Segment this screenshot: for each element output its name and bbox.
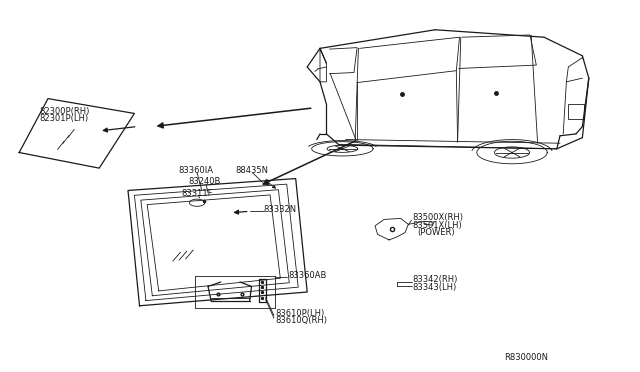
Text: 83360IA: 83360IA [178, 166, 213, 175]
Text: 83360AB: 83360AB [288, 271, 326, 280]
Text: 88435N: 88435N [236, 166, 269, 175]
Text: 82301P(LH): 82301P(LH) [40, 114, 89, 123]
Text: R830000N: R830000N [504, 353, 548, 362]
Text: 83500X(RH): 83500X(RH) [413, 213, 464, 222]
Text: 83610P(LH): 83610P(LH) [275, 309, 324, 318]
Text: (POWER): (POWER) [417, 228, 455, 237]
Text: 82300P(RH): 82300P(RH) [40, 107, 90, 116]
Text: 83501X(LH): 83501X(LH) [413, 221, 463, 230]
Text: 83343(LH): 83343(LH) [413, 283, 457, 292]
Bar [568, 104, 584, 119]
Text: 83311F: 83311F [181, 189, 212, 198]
Text: 83332N: 83332N [264, 205, 297, 214]
Text: 83240B: 83240B [189, 177, 221, 186]
Text: 83610Q(RH): 83610Q(RH) [275, 316, 327, 325]
Text: 83342(RH): 83342(RH) [413, 275, 458, 284]
